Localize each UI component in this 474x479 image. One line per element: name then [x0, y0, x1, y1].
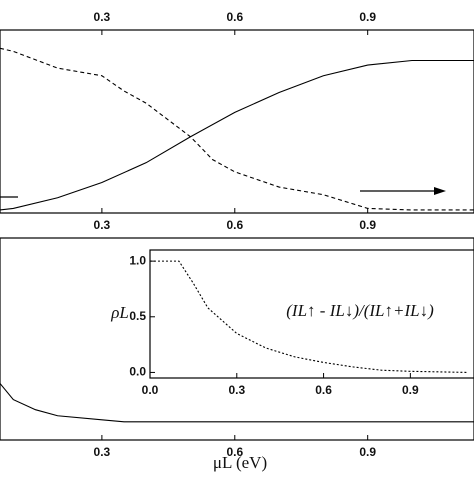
x-tick-label: 0.9 [402, 383, 419, 397]
frame [0, 237, 474, 441]
x-tick-label: 0.9 [359, 218, 376, 232]
x-tick-label: 0.6 [226, 10, 243, 24]
x-tick-label: 0.0 [142, 383, 159, 397]
series-line [0, 383, 474, 423]
x-tick-label: 0.3 [228, 383, 245, 397]
series-line [0, 47, 474, 211]
x-tick-label: 0.9 [359, 445, 376, 459]
x-tick-label: 0.3 [94, 445, 111, 459]
y-tick-label: 0.5 [129, 309, 146, 323]
y-tick-label: 1.0 [129, 253, 146, 267]
x-tick-label: 0.9 [359, 10, 376, 24]
x-axis-label: μL (eV) [213, 453, 267, 472]
y-tick-label: 0.0 [129, 365, 146, 379]
x-tick-label: 0.6 [226, 445, 243, 459]
x-tick-label: 0.3 [94, 218, 111, 232]
x-tick-label: 0.6 [226, 218, 243, 232]
arrow-head [434, 187, 446, 195]
y-axis-label: ρL [110, 303, 129, 322]
frame [149, 249, 474, 379]
series-line [150, 260, 469, 373]
x-tick-label: 0.6 [315, 383, 332, 397]
x-tick-label: 0.3 [94, 10, 111, 24]
series-line [0, 59, 474, 211]
annotation: (IL↑ - IL↓)/(IL↑+IL↓) [286, 301, 434, 320]
frame [0, 29, 474, 214]
